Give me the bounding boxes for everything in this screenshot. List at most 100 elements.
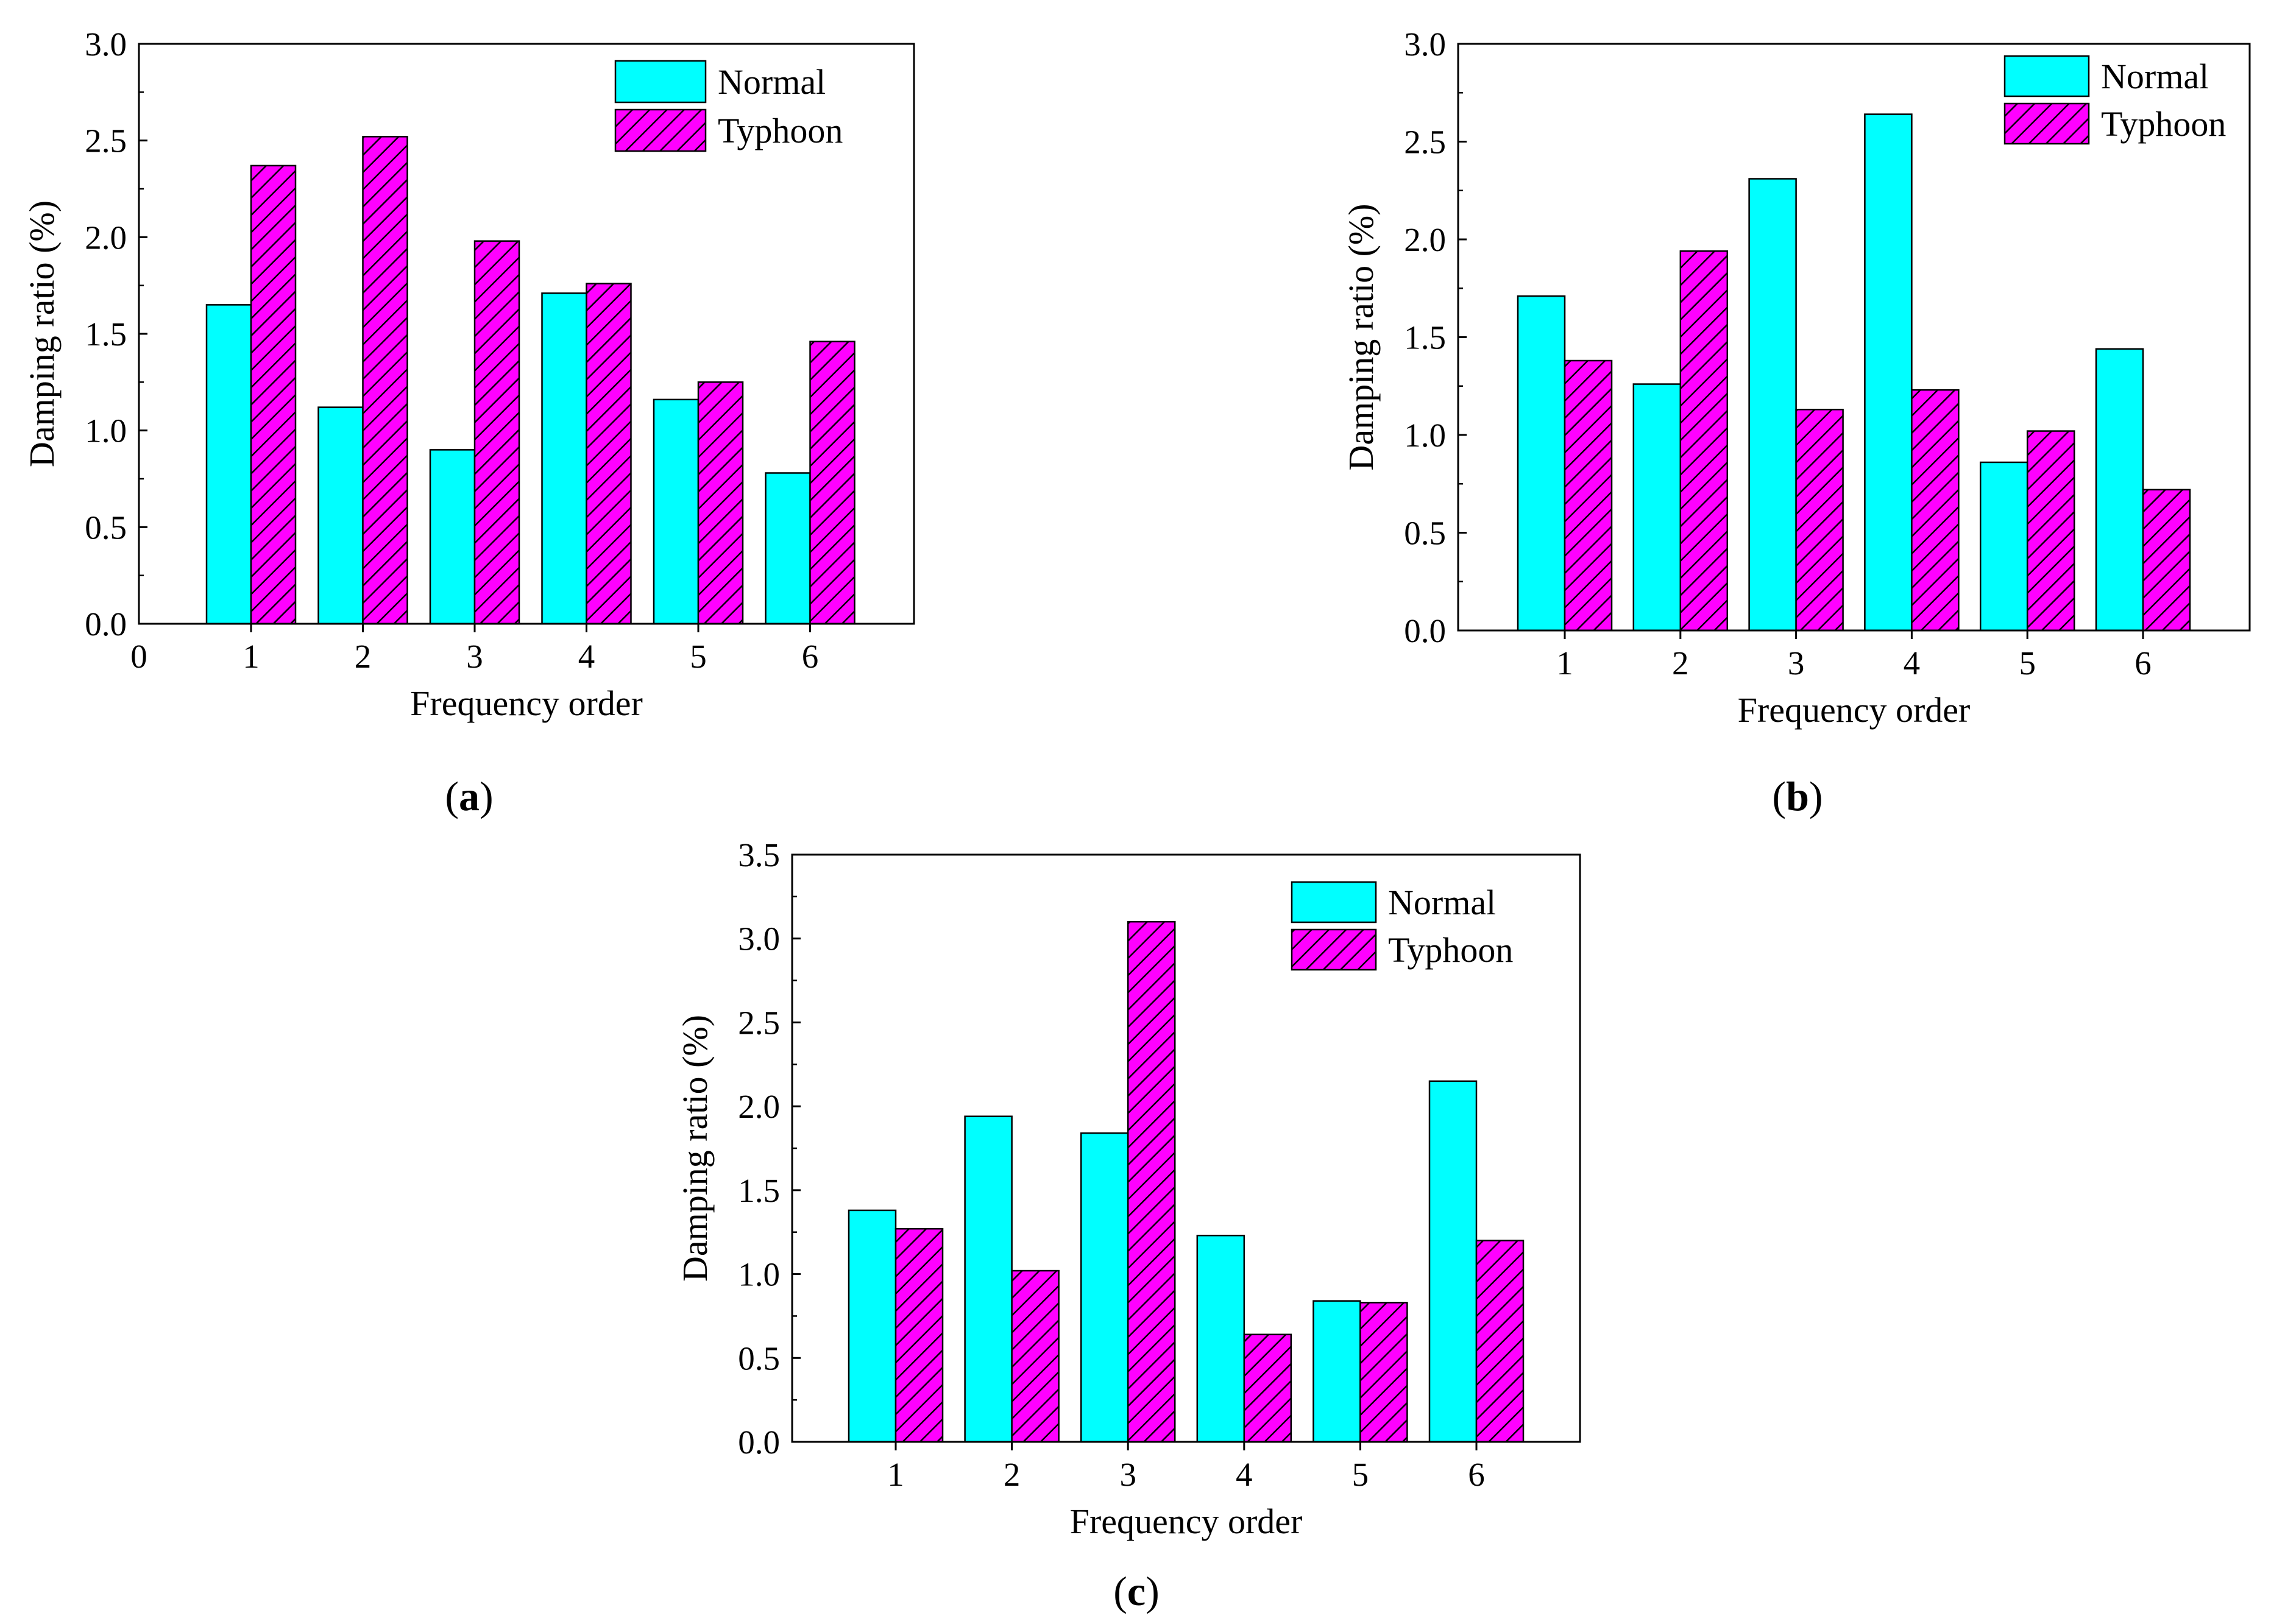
bar-normal-3 [1080, 1132, 1129, 1443]
bar-typhoon-5 [697, 381, 744, 625]
bar-normal-1 [848, 1209, 897, 1443]
bar-typhoon-6 [2142, 489, 2191, 632]
panel-label: (a) [445, 773, 493, 819]
y-tick-label: 3.5 [738, 836, 780, 874]
y-tick-label: 0.5 [85, 509, 127, 546]
bar-typhoon-5 [2026, 430, 2075, 632]
x-tick-label: 2 [355, 638, 372, 675]
bar-normal-6 [765, 472, 811, 625]
y-tick-label: 0.5 [738, 1340, 780, 1377]
bar-normal-2 [1632, 383, 1682, 632]
x-tick-label: 1 [1556, 644, 1573, 682]
legend: Normal Typhoon [2003, 55, 2226, 145]
y-axis-title: Damping ratio (%) [675, 1015, 715, 1282]
x-tick-label: 4 [1236, 1456, 1253, 1493]
y-tick-label: 1.0 [85, 412, 127, 450]
legend-label-typhoon: Typhoon [2101, 104, 2226, 144]
y-tick-label: 3.0 [1404, 26, 1446, 63]
x-tick-label: 5 [2019, 644, 2036, 682]
y-tick-label: 1.0 [1404, 417, 1446, 454]
legend-label-typhoon: Typhoon [718, 111, 843, 150]
y-tick-label: 1.5 [1404, 319, 1446, 356]
bar-typhoon-2 [1011, 1269, 1060, 1443]
x-axis-title: Frequency order [1738, 690, 1971, 730]
bar-normal-4 [1864, 113, 1913, 632]
bar-typhoon-4 [1243, 1333, 1292, 1443]
legend-swatch-normal [614, 60, 707, 104]
legend: Normal Typhoon [614, 60, 843, 152]
chart-panel-b: 0.0 0.5 1.0 1.5 2.0 2.5 3.0 1 2 3 4 5 6 Frequency ord… [1341, 26, 2251, 819]
panel-label-letter: a [459, 773, 480, 819]
bar-normal-4 [1196, 1234, 1245, 1443]
y-tick-label: 2.0 [738, 1088, 780, 1125]
legend-label-normal: Normal [2101, 57, 2209, 96]
legend-label-normal: Normal [1388, 883, 1496, 922]
legend-swatch-normal [1291, 881, 1377, 923]
x-tick-label: 3 [1788, 644, 1805, 682]
y-tick-label: 0.5 [1404, 515, 1446, 552]
bar-typhoon-4 [1911, 389, 1960, 632]
bar-normal-3 [1748, 178, 1797, 632]
bar-typhoon-2 [1679, 250, 1729, 632]
legend-swatch-typhoon [1291, 928, 1377, 971]
bar-typhoon-6 [809, 341, 856, 625]
x-tick-label: 3 [466, 638, 483, 675]
y-tick-label: 3.0 [85, 26, 127, 63]
x-tick-label: 4 [578, 638, 595, 675]
x-tick-label: 2 [1672, 644, 1689, 682]
x-tick-label: 5 [1352, 1456, 1369, 1493]
panel-label: (b) [1772, 773, 1823, 819]
x-tick-label: 0 [130, 638, 147, 675]
bar-typhoon-2 [362, 136, 408, 625]
x-axis-title: Frequency order [410, 683, 643, 723]
legend-swatch-typhoon [2003, 102, 2090, 145]
y-tick-label: 2.5 [85, 122, 127, 160]
legend-swatch-normal [2003, 55, 2090, 97]
bar-typhoon-3 [1127, 920, 1176, 1443]
y-axis-title: Damping ratio (%) [1341, 203, 1381, 470]
x-axis-title: Frequency order [1070, 1502, 1303, 1541]
bar-normal-5 [653, 398, 700, 625]
bar-normal-6 [1428, 1080, 1478, 1443]
legend-swatch-typhoon [614, 108, 707, 152]
y-tick-label: 2.5 [1404, 124, 1446, 161]
y-tick-label: 1.5 [85, 316, 127, 353]
legend: Normal Typhoon [1291, 881, 1513, 971]
bar-typhoon-1 [1564, 359, 1613, 632]
chart-panel-a: 0.0 0.5 1.0 1.5 2.0 2.5 3.0 0 1 2 3 4 5 6 Frequency or… [22, 26, 915, 819]
y-tick-label: 3.0 [738, 920, 780, 958]
y-tick-label: 1.5 [738, 1172, 780, 1209]
legend-label-normal: Normal [718, 62, 826, 102]
y-tick-label: 0.0 [1404, 612, 1446, 649]
panel-label: (c) [1113, 1568, 1160, 1614]
x-tick-label: 6 [1468, 1456, 1485, 1493]
chart-panel-c: 0.0 0.5 1.0 1.5 2.0 2.5 3.0 3.5 1 2 3 4 5 6 Frequency … [675, 836, 1581, 1614]
bar-normal-3 [429, 449, 476, 625]
bar-typhoon-3 [473, 240, 520, 625]
y-tick-label: 0.0 [738, 1424, 780, 1461]
y-tick-label: 1.0 [738, 1256, 780, 1293]
bar-normal-2 [964, 1115, 1013, 1443]
y-tick-label: 2.5 [738, 1004, 780, 1041]
x-tick-label: 6 [802, 638, 819, 675]
legend-label-typhoon: Typhoon [1388, 930, 1513, 970]
y-tick-label: 2.0 [85, 219, 127, 256]
y-tick-label: 2.0 [1404, 221, 1446, 258]
bar-typhoon-4 [586, 283, 632, 625]
y-tick-label: 0.0 [85, 605, 127, 643]
bar-normal-1 [1517, 295, 1566, 632]
bar-typhoon-1 [250, 164, 297, 625]
bar-typhoon-5 [1359, 1302, 1408, 1443]
x-tick-label: 5 [690, 638, 707, 675]
y-axis-title: Damping ratio (%) [22, 200, 62, 467]
bar-normal-4 [541, 292, 587, 625]
bar-normal-5 [1313, 1300, 1361, 1443]
x-tick-label: 1 [243, 638, 260, 675]
bar-typhoon-1 [895, 1227, 944, 1443]
x-tick-label: 2 [1004, 1456, 1021, 1493]
bar-typhoon-3 [1795, 409, 1844, 632]
bar-normal-5 [1979, 461, 2028, 632]
bar-normal-2 [317, 406, 364, 625]
x-tick-label: 6 [2134, 644, 2152, 682]
